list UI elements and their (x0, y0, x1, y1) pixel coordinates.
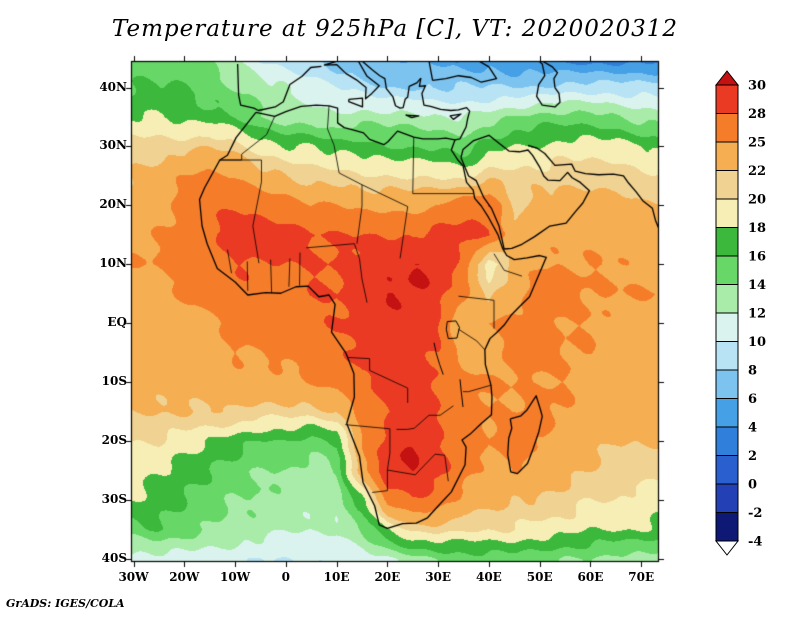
colorbar-box (715, 198, 739, 228)
colorbar-box (715, 284, 739, 314)
lon-tick-label-20W: 20W (169, 570, 200, 584)
lon-tick-label-60E: 60E (577, 570, 604, 584)
lat-tick-label-20S: 20S (101, 433, 127, 448)
lon-tick-label-30E: 30E (425, 570, 452, 584)
colorbar-label: 4 (748, 421, 757, 436)
lat-tick-label-30S: 30S (101, 492, 127, 507)
colorbar-box (715, 426, 739, 456)
lat-tick-label-40S: 40S (101, 551, 127, 566)
colorbar-box (715, 227, 739, 257)
colorbar-box (715, 113, 739, 143)
colorbar-label: -2 (748, 506, 762, 521)
colorbar-box (715, 512, 739, 542)
colorbar-label: 10 (748, 335, 766, 350)
lat-tick-label-40N: 40N (99, 79, 127, 94)
colorbar: 30 28 25 22 20 18 16 14 12 10 8 6 4 2 0 -2 -4 (714, 70, 798, 570)
colorbar-box (715, 170, 739, 200)
colorbar-box (715, 369, 739, 399)
lon-tick-label-10E: 10E (323, 570, 350, 584)
lat-tick-label-30N: 30N (99, 138, 127, 153)
colorbar-box (715, 141, 739, 171)
colorbar-label: 6 (748, 392, 757, 407)
colorbar-label: 16 (748, 250, 766, 265)
colorbar-box (715, 483, 739, 513)
lon-tick-label-20E: 20E (374, 570, 401, 584)
colorbar-box (715, 398, 739, 428)
colorbar-box (715, 312, 739, 342)
colorbar-box (715, 84, 739, 114)
colorbar-label: 20 (748, 193, 766, 208)
lon-tick-label-0: 0 (281, 570, 291, 584)
colorbar-arrow-bottom (714, 540, 740, 556)
colorbar-label: 12 (748, 307, 766, 322)
colorbar-label: 30 (748, 79, 766, 94)
lon-tick-label-70E: 70E (628, 570, 655, 584)
colorbar-box (715, 255, 739, 285)
lon-tick-label-10W: 10W (219, 570, 251, 584)
colorbar-box (715, 341, 739, 371)
colorbar-label: 18 (748, 221, 766, 236)
colorbar-label: 28 (748, 107, 766, 122)
lat-tick-label-EQ: EQ (107, 315, 127, 330)
lat-tick-label-20N: 20N (99, 197, 127, 212)
colorbar-label: 14 (748, 278, 766, 293)
colorbar-label: 0 (748, 478, 757, 493)
colorbar-label: -4 (748, 535, 762, 550)
lon-tick-label-30W: 30W (118, 570, 149, 584)
colorbar-arrow-top (714, 70, 740, 86)
map-plot-area: 40N 30N 20N 10N EQ 10S 20S 30S 40S 30W 20W 10W 0 10E 2… (99, 53, 667, 584)
colorbar-label: 25 (748, 136, 766, 151)
temperature-map-canvas (123, 53, 667, 570)
lon-tick-label-50E: 50E (526, 570, 553, 584)
lat-tick-label-10S: 10S (101, 374, 127, 389)
colorbar-box (715, 455, 739, 485)
lon-tick-label-40E: 40E (475, 570, 502, 584)
colorbar-label: 2 (748, 449, 757, 464)
plot-title: Temperature at 925hPa [C], VT: 202002031… (111, 16, 679, 42)
lat-tick-label-10N: 10N (99, 256, 127, 271)
colorbar-label: 8 (748, 364, 757, 379)
colorbar-label: 22 (748, 164, 766, 179)
attribution-label: GrADS: IGES/COLA (6, 597, 125, 610)
